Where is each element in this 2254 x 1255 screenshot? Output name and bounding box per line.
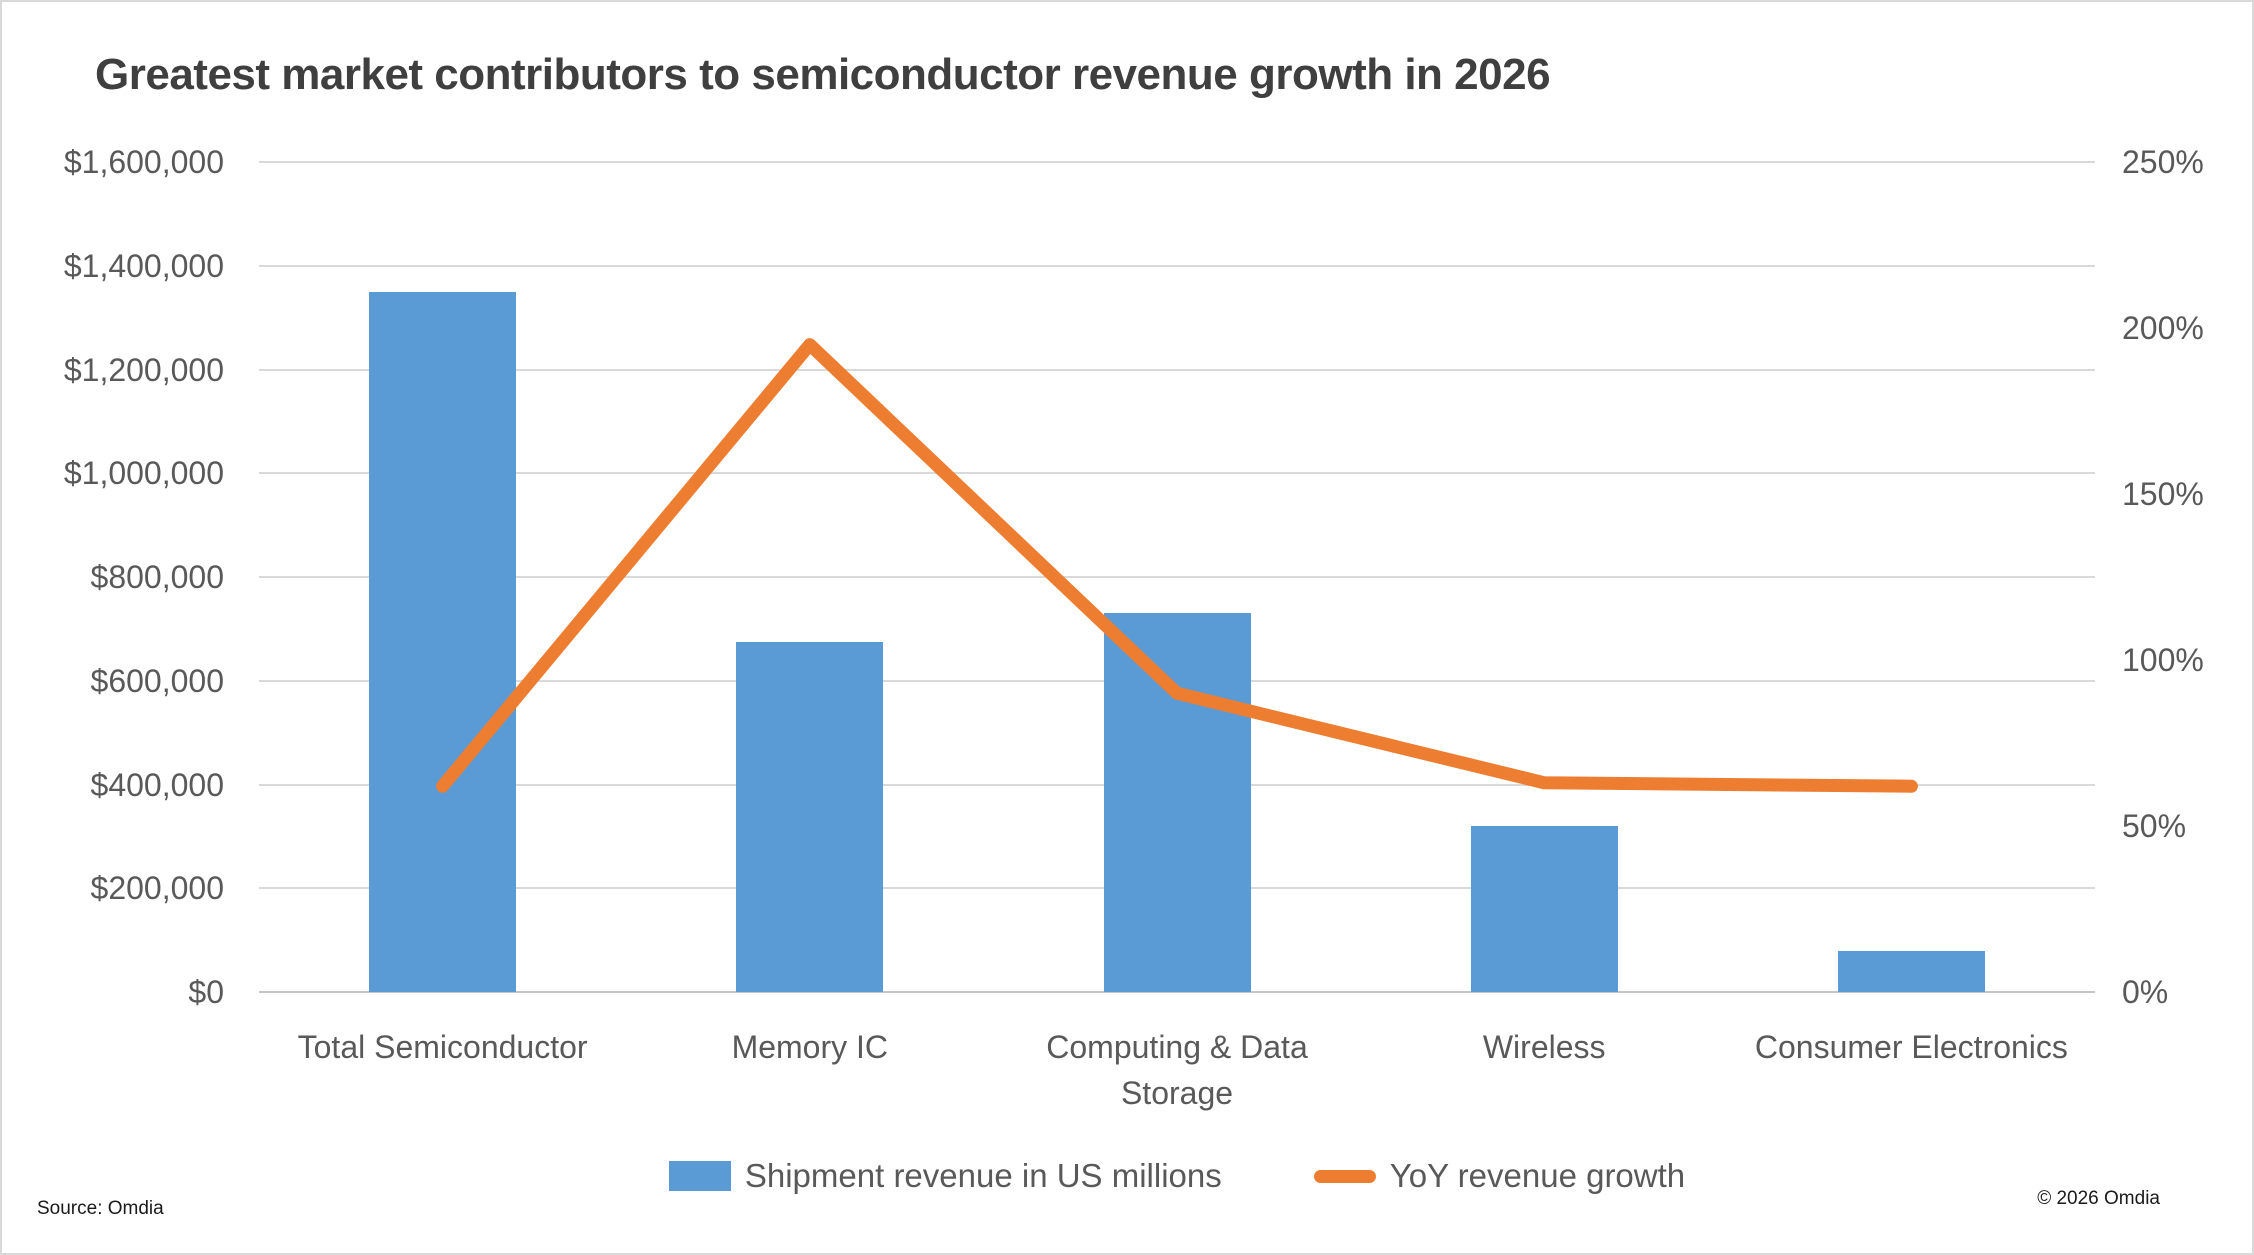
category-label-memory-ic: Memory IC	[731, 1029, 889, 1065]
x-axis-line	[259, 991, 2095, 993]
yoy-growth-polyline	[436, 338, 1918, 793]
gridline	[259, 368, 2095, 371]
legend-line-swatch-icon	[1313, 1169, 1376, 1183]
right-axis-tick-label: 150%	[2122, 476, 2204, 512]
left-axis-tick-label: $1,000,000	[63, 455, 224, 492]
copyright-note: © 2026 Omdia	[2037, 1188, 2160, 1209]
bar-consumer-electronics	[1837, 950, 1985, 992]
right-axis-tick-label: 100%	[2122, 642, 2204, 678]
left-axis-tick-label: $1,400,000	[63, 247, 224, 284]
left-axis-tick-label: $1,200,000	[63, 351, 224, 388]
category-label-consumer-electronics: Consumer Electronics	[1754, 1029, 2068, 1065]
legend-label: Shipment revenue in US millions	[744, 1157, 1222, 1194]
gridline	[259, 161, 2095, 163]
plot-area	[259, 161, 2095, 993]
category-label-total-semiconductor: Total Semiconductor	[297, 1029, 588, 1065]
left-axis-tick-label: $800,000	[90, 559, 224, 595]
legend-item-shipment-revenue: Shipment revenue in US millions	[668, 1157, 1222, 1195]
legend-item-yoy-growth: YoY revenue growth	[1313, 1157, 1686, 1195]
gridline	[259, 264, 2095, 267]
legend: Shipment revenue in US millions YoY reven…	[259, 1157, 2095, 1195]
bar-total-semiconductor	[369, 291, 517, 992]
bar-wireless	[1470, 826, 1618, 992]
right-axis-tick-label: 0%	[2122, 974, 2169, 1010]
left-axis-tick-label: $600,000	[90, 662, 224, 699]
bar-computing-data-storage	[1103, 613, 1251, 992]
right-axis-tick-label: 200%	[2122, 310, 2204, 346]
left-axis-tick-label: $200,000	[90, 870, 224, 907]
legend-label: YoY revenue growth	[1389, 1157, 1686, 1194]
yoy-growth-line	[436, 338, 1918, 793]
legend-bar-swatch-icon	[668, 1161, 731, 1191]
category-label-wireless: Wireless	[1482, 1029, 1606, 1065]
left-axis-tick-label: $0	[188, 974, 224, 1010]
source-note: Source: Omdia	[37, 1198, 164, 1219]
category-label-computing-data-storage: Computing & Data Storage	[1046, 1029, 1308, 1111]
left-axis-tick-label: $400,000	[90, 766, 224, 803]
bar-memory-ic	[736, 641, 884, 992]
gridline	[259, 472, 2095, 475]
chart-title: Greatest market contributors to semicond…	[95, 50, 1551, 99]
gridline	[259, 576, 2095, 578]
left-axis-tick-label: $1,600,000	[63, 144, 224, 180]
right-axis-tick-label: 250%	[2122, 144, 2204, 180]
right-axis-tick-label: 50%	[2122, 808, 2187, 844]
